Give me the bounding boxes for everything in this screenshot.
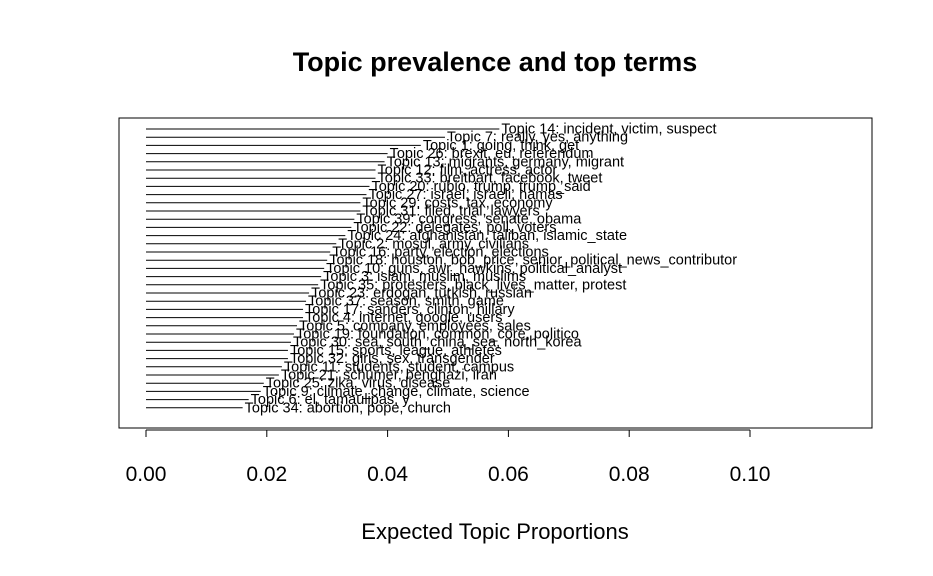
bar-label: Topic 12: film, actress, actor: [378, 163, 558, 179]
bar-label: Topic 20: rubio, trump, trump_said: [371, 179, 590, 195]
bar-label: Topic 13: migrants, germany, migrant: [387, 154, 624, 170]
bar-label: Topic 7: really, yes, anything: [447, 130, 628, 146]
bar-label: Topic 11: students, student, campus: [284, 359, 514, 375]
bar-label: Topic 30: sea, south_china_sea, north_ko…: [293, 335, 583, 351]
bar-label: Topic 27: israel, israeli, hamas: [368, 187, 562, 203]
bar-label: Topic 24: afghanistan, taliban, islamic_…: [347, 228, 627, 244]
bar-label: Topic 5: company, employees, sales: [299, 318, 531, 334]
bar-label: Topic 6: el, tamaulipas, y: [251, 392, 411, 408]
bar-label: Topic 14: incident, victim, suspect: [501, 122, 716, 138]
bar-label: Topic 26: brexit, eu, referendum: [390, 146, 594, 162]
bar-label: Topic 21: schumer, benghazi, iran: [281, 368, 497, 384]
bar-label: Topic 18: houston, bob_price, senior_pol…: [329, 253, 737, 269]
bar-label: Topic 34: abortion, pope, church: [245, 400, 451, 416]
x-tick-label: 0.06: [488, 463, 529, 486]
bar-label: Topic 9: climate_change, climate, scienc…: [263, 384, 530, 400]
bar-label: Topic 37: season, smith, game: [308, 294, 504, 310]
bar-label-group: Topic 14: incident, victim, suspectTopic…: [245, 122, 738, 417]
bar-label: Topic 4: internet, google, users: [305, 310, 502, 326]
x-tick-label: 0.04: [367, 463, 408, 486]
bar-label: Topic 1: going, think, get: [423, 138, 579, 154]
bar-label: Topic 10: guns, awr_hawkins, political_a…: [326, 261, 622, 277]
x-axis: 0.00 0.02 0.04 0.06 0.08 0.10: [126, 429, 771, 486]
x-tick-label: 0.00: [126, 463, 167, 486]
bar-label: Topic 3: islam, muslim, muslims: [323, 269, 526, 285]
bar-label: Topic 31: filed, trial, lawyers: [362, 204, 539, 220]
bar-label: Topic 16: party, election, elections: [332, 245, 549, 261]
bar-label: Topic 23: erdogan, turkish, russian: [311, 286, 532, 302]
bar-label: Topic 22: delegates, poll, voters: [353, 220, 556, 236]
x-axis-title: Expected Topic Proportions: [361, 519, 628, 544]
bar-label: Topic 25: zika, virus, disease: [266, 376, 451, 392]
bar-label: Topic 32: girls, sex, transgender: [290, 351, 495, 367]
x-tick-label: 0.10: [730, 463, 771, 486]
bar-label: Topic 29: costs, tax, economy: [362, 195, 553, 211]
bar-label: Topic 39: congress, senate, obama: [356, 212, 582, 228]
bar-label: Topic 15: sports, league, athletes: [290, 343, 502, 359]
bar-group: [146, 128, 500, 409]
bar-label: Topic 35: protesters, black_lives_matter…: [320, 277, 626, 293]
x-tick-label: 0.08: [609, 463, 650, 486]
plot-frame: [118, 117, 873, 429]
bar-label: Topic 33: breitbart, facebook, tweet: [378, 171, 603, 187]
bar-label: Topic 19: foundation, common_core, polit…: [296, 327, 579, 343]
bar-label: Topic 17: sanders, clinton, hillary: [305, 302, 515, 318]
chart-title: Topic prevalence and top terms: [293, 47, 698, 77]
bar-label: Topic 2: mosul, army, civilians: [338, 236, 529, 252]
x-tick-label: 0.02: [246, 463, 287, 486]
